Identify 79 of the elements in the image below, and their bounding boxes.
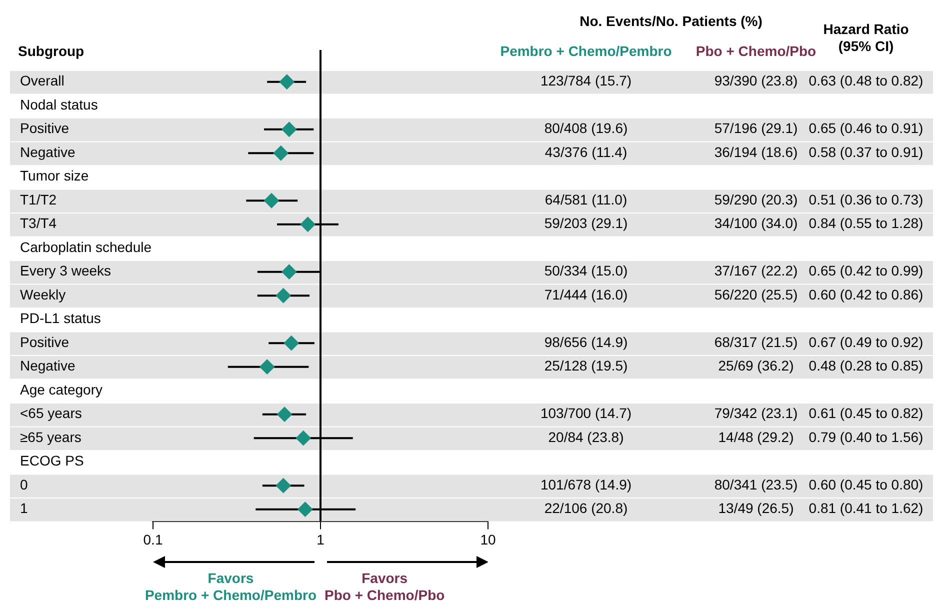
y-tick-label: 1 — [20, 500, 28, 516]
text: 59/290 (20.3) — [714, 191, 798, 208]
text: 64/581 (11.0) — [544, 191, 628, 208]
y-tick-label: Nodal status — [20, 96, 98, 112]
text: Favors Pbo + Chemo/Pbo — [324, 570, 445, 604]
y-tick-label: T3/T4 — [20, 215, 57, 232]
y-tick-label: ECOG PS — [20, 452, 84, 469]
x-tick-label: 10 — [480, 531, 496, 548]
data-label: 0.63 (0.48 to 0.82) — [808, 72, 924, 89]
y-tick-label: Every 3 weeks — [20, 262, 112, 279]
data-label: 0.79 (0.40 to 1.56) — [808, 428, 924, 445]
y-tick-label: 0 — [20, 476, 28, 492]
point — [296, 430, 311, 446]
text: 79/342 (23.1) — [714, 405, 798, 422]
data-label: 0.84 (0.55 to 1.28) — [808, 215, 924, 232]
y-tick-label: Weekly — [20, 286, 66, 302]
point — [273, 146, 288, 161]
text: 101/678 (14.9) — [540, 476, 632, 492]
text: 71/444 (16.0) — [544, 286, 628, 302]
legend-label: Pbo + Chemo/Pbo — [696, 42, 816, 59]
y-tick-label: Tumor size — [20, 168, 89, 184]
text: 22/106 (20.8) — [544, 500, 628, 516]
text: Favors Pembro + Chemo/Pembro — [144, 570, 316, 604]
point — [298, 502, 313, 517]
data-label: 0.67 (0.49 to 0.92) — [808, 334, 924, 350]
text: 34/100 (34.0) — [714, 215, 798, 232]
data-label: 0.60 (0.42 to 0.86) — [808, 286, 924, 302]
text: 25/69 (36.2) — [718, 358, 794, 374]
text: 59/203 (29.1) — [544, 215, 628, 232]
point — [284, 336, 299, 351]
text: Hazard Ratio (95% CI) — [823, 20, 909, 54]
point — [276, 478, 291, 494]
text: 80/341 (23.5) — [714, 476, 798, 492]
y-tick-label: <65 years — [20, 405, 82, 422]
text: 14/48 (29.2) — [718, 428, 794, 445]
y-tick-label: PD-L1 status — [20, 310, 101, 326]
y-tick-label: Overall — [20, 72, 64, 89]
y-tick-label: Positive — [20, 334, 70, 350]
data-label: 0.51 (0.36 to 0.73) — [808, 191, 924, 208]
text: 50/334 (15.0) — [544, 262, 628, 279]
point — [282, 264, 297, 280]
text: No. Events/No. Patients (%) — [580, 12, 762, 29]
y-tick-label: Positive — [20, 120, 70, 136]
y-tick-label: Negative — [20, 358, 76, 374]
y-axis-title: Subgroup — [18, 42, 84, 59]
text: 43/376 (11.4) — [544, 144, 628, 160]
legend-label: Pembro + Chemo/Pembro — [500, 42, 672, 59]
point — [279, 74, 294, 90]
text: 93/390 (23.8) — [714, 72, 798, 89]
data-label: 0.81 (0.41 to 1.62) — [808, 500, 924, 516]
text: 57/196 (29.1) — [714, 120, 798, 136]
text: 36/194 (18.6) — [714, 144, 798, 160]
point — [277, 406, 292, 422]
y-tick-label: Age category — [20, 381, 102, 398]
text: 25/128 (19.5) — [544, 358, 628, 374]
y-tick-label: Carboplatin schedule — [20, 238, 152, 255]
data-label: 0.48 (0.28 to 0.85) — [808, 358, 924, 374]
text: 37/167 (22.2) — [714, 262, 798, 279]
text: 80/408 (19.6) — [544, 120, 628, 136]
x-tick-label: 0.1 — [143, 531, 163, 548]
data-label: 0.65 (0.46 to 0.91) — [808, 120, 924, 136]
text: 13/49 (26.5) — [718, 500, 794, 516]
point — [282, 122, 297, 137]
text: 68/317 (21.5) — [714, 334, 798, 350]
point — [300, 216, 316, 232]
y-tick-label: T1/T2 — [20, 191, 57, 208]
x-tick-label: 1 — [316, 531, 325, 548]
data-label: 0.58 (0.37 to 0.91) — [808, 144, 924, 160]
point — [276, 288, 291, 304]
data-label: 0.65 (0.42 to 0.99) — [808, 262, 924, 279]
text: 98/656 (14.9) — [544, 334, 628, 350]
text: 123/784 (15.7) — [540, 72, 632, 89]
text: 56/220 (25.5) — [714, 286, 798, 302]
data-label: 0.60 (0.45 to 0.80) — [808, 476, 924, 492]
data-label: 0.61 (0.45 to 0.82) — [808, 405, 924, 422]
y-tick-label: ≥65 years — [20, 428, 82, 445]
y-tick-label: Negative — [20, 144, 76, 160]
text: 20/84 (23.8) — [548, 428, 624, 445]
text: 103/700 (14.7) — [540, 405, 632, 422]
